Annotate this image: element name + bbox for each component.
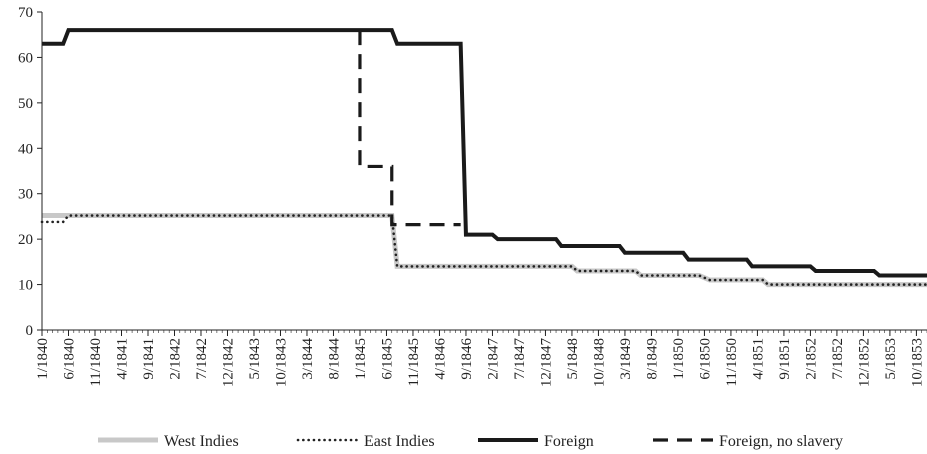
x-tick-label: 2/1842 xyxy=(167,338,183,380)
x-tick-label: 5/1848 xyxy=(565,338,581,380)
x-tick-label: 2/1852 xyxy=(803,338,819,380)
y-tick-label: 30 xyxy=(18,187,33,203)
legend-label: East Indies xyxy=(364,433,435,450)
legend-label: Foreign xyxy=(544,433,594,450)
x-tick-label: 4/1851 xyxy=(750,338,766,380)
x-tick-label: 7/1852 xyxy=(830,338,846,380)
x-tick-label: 7/1847 xyxy=(512,338,528,380)
x-tick-label: 8/1844 xyxy=(326,338,342,380)
x-tick-label: 1/1850 xyxy=(671,338,687,380)
x-tick-label: 6/1840 xyxy=(61,338,77,380)
x-tick-label: 6/1850 xyxy=(697,338,713,380)
x-tick-label: 4/1846 xyxy=(432,338,448,380)
x-tick-label: 10/1853 xyxy=(909,338,925,387)
series-line-4 xyxy=(358,30,461,227)
x-tick-label: 10/1848 xyxy=(591,338,607,387)
x-tick-label: 2/1847 xyxy=(485,338,501,380)
x-tick-label: 9/1846 xyxy=(459,338,475,380)
x-tick-label: 9/1841 xyxy=(141,338,157,380)
x-tick-label: 6/1845 xyxy=(379,338,395,380)
x-tick-label: 5/1853 xyxy=(883,338,899,380)
x-tick-label: 7/1842 xyxy=(194,338,210,380)
y-tick-label: 40 xyxy=(18,141,33,157)
x-tick-label: 11/1850 xyxy=(724,338,740,387)
y-tick-label: 20 xyxy=(18,232,33,248)
x-tick-label: 3/1849 xyxy=(618,338,634,380)
x-tick-label: 9/1851 xyxy=(777,338,793,380)
y-tick-label: 0 xyxy=(26,323,34,339)
legend: West Indies East Indies Foreign Foreign, no… xyxy=(98,433,843,450)
x-tick-label: 10/1843 xyxy=(273,338,289,387)
y-axis-ticks: 0 10 20 30 40 50 60 70 xyxy=(18,5,42,339)
x-tick-label: 1/1845 xyxy=(353,338,369,380)
x-tick-label: 8/1849 xyxy=(644,338,660,380)
series-line-1 xyxy=(42,213,927,288)
y-tick-label: 50 xyxy=(18,96,33,112)
x-tick-label: 11/1845 xyxy=(406,338,422,387)
x-tick-label: 3/1844 xyxy=(300,338,316,380)
x-tick-label: 5/1843 xyxy=(247,338,263,380)
y-tick-label: 10 xyxy=(18,278,33,294)
x-tick-label: 1/1840 xyxy=(35,338,51,380)
x-tick-label: 12/1847 xyxy=(538,338,554,388)
series-layer xyxy=(40,28,927,288)
y-tick-label: 60 xyxy=(18,50,33,66)
x-tick-label: 12/1842 xyxy=(220,338,236,387)
legend-label: Foreign, no slavery xyxy=(719,433,843,450)
x-tick-label: 12/1852 xyxy=(856,338,872,387)
legend-label: West Indies xyxy=(164,433,239,450)
series-line-3 xyxy=(42,28,927,278)
y-tick-label: 70 xyxy=(18,5,33,21)
series-line-2 xyxy=(40,214,927,286)
x-axis-ticks: 1/1840 6/1840 11/1840 4/1841 9/1841 2/1842 7/1… xyxy=(35,330,927,387)
x-tick-label: 4/1841 xyxy=(114,338,130,380)
x-tick-label: 11/1840 xyxy=(88,338,104,387)
